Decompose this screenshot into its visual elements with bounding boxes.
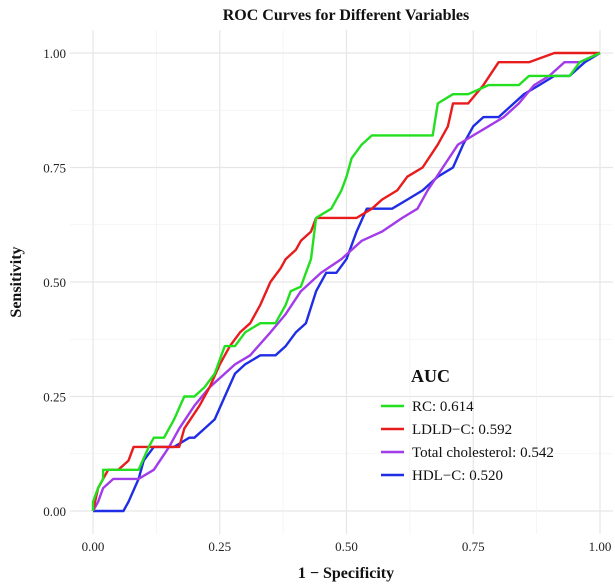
x-tick-label: 1.00 [589, 539, 612, 554]
series-line-0 [91, 51, 601, 511]
y-tick-label: 0.00 [43, 504, 66, 519]
x-axis-ticks: 0.00 0.25 0.50 0.75 1.00 [82, 539, 612, 554]
series-layer [91, 51, 601, 513]
chart-title: ROC Curves for Different Variables [223, 7, 470, 24]
series-line-2 [91, 51, 601, 512]
y-tick-label: 0.25 [43, 390, 66, 405]
legend: AUC RC: 0.614 LDLD−C: 0.592 Total choleste… [381, 366, 554, 484]
y-tick-label: 0.50 [43, 275, 66, 290]
y-axis-ticks: 0.00 0.25 0.50 0.75 1.00 [43, 46, 66, 519]
x-tick-label: 0.00 [82, 539, 105, 554]
x-tick-label: 0.25 [208, 539, 231, 554]
y-axis-title: Sensitivity [8, 246, 25, 317]
y-tick-label: 0.75 [43, 161, 66, 176]
y-tick-label: 1.00 [43, 46, 66, 61]
legend-label-0: RC: 0.614 [412, 399, 474, 415]
grid-lines [70, 30, 613, 534]
legend-label-1: LDLD−C: 0.592 [412, 422, 512, 438]
series-line-1 [91, 51, 600, 512]
x-tick-label: 0.50 [335, 539, 358, 554]
x-tick-label: 0.75 [462, 539, 485, 554]
x-axis-title: 1 − Specificity [298, 565, 394, 582]
legend-label-3: HDL−C: 0.520 [412, 468, 503, 484]
legend-label-2: Total cholesterol: 0.542 [412, 445, 554, 461]
legend-title: AUC [411, 366, 450, 386]
